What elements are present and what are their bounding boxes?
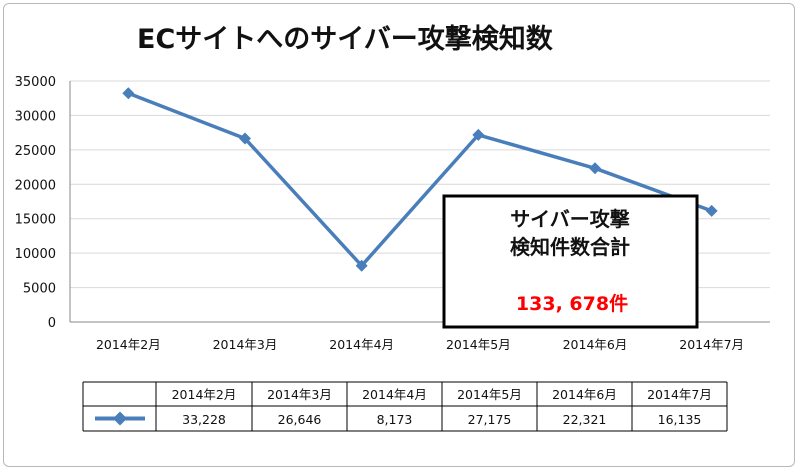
y-tick-label: 30000	[15, 109, 56, 124]
x-tick-label: 2014年5月	[446, 337, 511, 352]
table-header-cell: 2014年4月	[362, 387, 427, 402]
table-header-cell: 2014年5月	[457, 387, 522, 402]
table-header-cell: 2014年6月	[552, 387, 617, 402]
y-tick-label: 20000	[15, 178, 56, 193]
data-point	[239, 132, 251, 145]
data-table: 2014年2月 2014年3月 2014年4月 2014年5月 2014年6月 2014年…	[82, 381, 728, 432]
series-markers	[122, 87, 718, 272]
total-annotation-box: サイバー攻撃 検知件数合計 133, 678件	[442, 194, 699, 329]
x-tick-label: 2014年2月	[96, 337, 161, 352]
data-point	[705, 204, 718, 217]
y-tick-label: 25000	[15, 144, 56, 159]
table-value-cell: 22,321	[563, 412, 607, 427]
data-point	[355, 259, 368, 272]
table-value-cell: 8,173	[377, 412, 413, 427]
y-tick-label: 5000	[23, 282, 56, 297]
data-point	[122, 87, 135, 100]
x-tick-label: 2014年7月	[679, 337, 744, 352]
table-header-cell: 2014年7月	[647, 387, 712, 402]
annotation-line2: 検知件数合計	[510, 235, 630, 259]
chart-title: ECサイトへのサイバー攻撃検知数	[137, 24, 554, 55]
data-point	[472, 128, 485, 141]
annotation-border	[442, 194, 699, 329]
x-tick-label: 2014年3月	[213, 337, 278, 352]
annotation-line1: サイバー攻撃	[510, 207, 630, 231]
table-header-cell: 2014年2月	[172, 387, 237, 402]
x-tick-label: 2014年4月	[329, 337, 394, 352]
annotation-total: 133, 678件	[516, 292, 628, 315]
table-value-cell: 26,646	[278, 412, 322, 427]
series-line	[127, 91, 713, 268]
y-tick-label: 35000	[15, 75, 56, 90]
table-value-cell: 27,175	[468, 412, 512, 427]
x-tick-label: 2014年6月	[563, 337, 628, 352]
y-tick-label: 0	[48, 316, 56, 331]
table-value-cell: 16,135	[658, 412, 702, 427]
x-axis-ticks: 2014年2月 2014年3月 2014年4月 2014年5月 2014年6月 2014年…	[96, 337, 744, 352]
data-point	[589, 162, 601, 175]
y-axis-ticks: 35000 30000 25000 20000 15000 10000 5000 0	[15, 75, 56, 331]
table-header-cell: 2014年3月	[267, 387, 332, 402]
y-tick-label: 10000	[15, 247, 56, 262]
y-tick-label: 15000	[15, 213, 56, 228]
table-value-cell: 33,228	[182, 412, 226, 427]
legend-key-marker	[113, 411, 127, 426]
